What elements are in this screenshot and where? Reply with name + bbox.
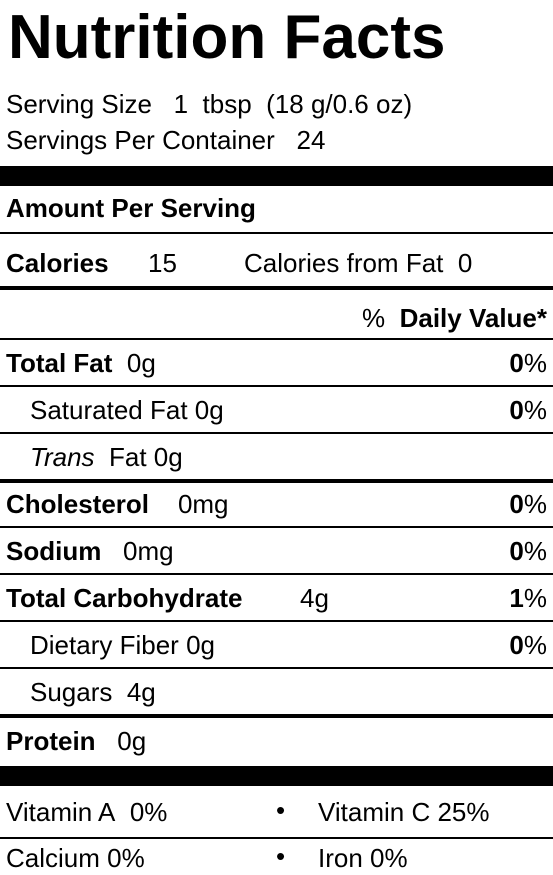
- daily-value-label: Daily Value*: [399, 303, 547, 333]
- vitamin-c-label: Vitamin C: [318, 797, 431, 827]
- total-carbohydrate-amount: 4g: [300, 583, 329, 613]
- daily-value-pct: %: [362, 303, 386, 333]
- cholesterol-dv-value: 0: [509, 489, 524, 519]
- trans-fat-amount: 0g: [153, 442, 183, 472]
- divider: [0, 837, 553, 839]
- divider: [0, 232, 553, 234]
- bullet-icon: •: [276, 795, 286, 825]
- vitamin-a-value: 0%: [129, 797, 168, 827]
- dietary-fiber-amount: 0g: [186, 630, 215, 660]
- protein-label: Protein: [6, 726, 96, 756]
- divider: [0, 338, 553, 340]
- dietary-fiber-dv-value: 0: [509, 630, 524, 660]
- cholesterol-row: Cholesterol 0mg: [6, 488, 229, 520]
- dietary-fiber-dv-unit: %: [523, 630, 547, 660]
- divider: [0, 526, 553, 528]
- total-fat-dv-unit: %: [523, 348, 547, 378]
- divider: [0, 714, 553, 718]
- calories-row: Calories: [6, 247, 109, 279]
- total-fat-dv: 0%: [509, 347, 547, 379]
- dietary-fiber-dv: 0%: [509, 629, 547, 661]
- dietary-fiber-label: Dietary Fiber: [30, 630, 179, 660]
- iron: Iron 0%: [318, 842, 408, 874]
- servings-per-container-label: Servings Per Container: [6, 125, 275, 155]
- protein-amount: 0g: [117, 726, 147, 756]
- divider: [0, 667, 553, 669]
- saturated-fat-dv: 0%: [509, 394, 547, 426]
- sodium-dv-unit: %: [523, 536, 547, 566]
- divider: [0, 620, 553, 622]
- total-carbohydrate-label: Total Carbohydrate: [6, 583, 243, 613]
- sodium-amount: 0mg: [123, 536, 174, 566]
- calories-from-fat-value: 0: [457, 248, 473, 278]
- iron-label: Iron: [318, 843, 363, 873]
- calcium: Calcium 0%: [6, 842, 145, 874]
- servings-per-container-row: Servings Per Container 24: [6, 124, 325, 156]
- protein-row: Protein 0g: [6, 725, 146, 757]
- calories-value: 15: [148, 248, 177, 278]
- amount-per-serving-heading: Amount Per Serving: [6, 193, 256, 223]
- divider: [0, 385, 553, 387]
- bullet-icon: •: [276, 841, 286, 871]
- total-fat-row: Total Fat 0g: [6, 347, 156, 379]
- calories-from-fat: Calories from Fat 0: [244, 247, 472, 279]
- total-carbohydrate-dv: 1%: [509, 582, 547, 614]
- trans-fat-label-italic: Trans: [30, 442, 95, 472]
- cholesterol-dv-unit: %: [523, 489, 547, 519]
- divider: [0, 479, 553, 483]
- vitamin-a-label: Vitamin A: [6, 797, 116, 827]
- saturated-fat-dv-value: 0: [509, 395, 524, 425]
- total-fat-amount: 0g: [126, 348, 156, 378]
- vitamin-c: Vitamin C 25%: [318, 796, 490, 828]
- calcium-label: Calcium: [6, 843, 100, 873]
- sodium-dv: 0%: [509, 535, 547, 567]
- saturated-fat-row: Saturated Fat 0g: [30, 394, 224, 426]
- iron-value: 0%: [370, 843, 408, 873]
- vitamin-a: Vitamin A 0%: [6, 796, 167, 828]
- dietary-fiber-row: Dietary Fiber 0g: [30, 629, 215, 661]
- saturated-fat-label: Saturated Fat: [30, 395, 188, 425]
- sugars-row: Sugars 4g: [30, 676, 156, 708]
- cholesterol-label: Cholesterol: [6, 489, 150, 519]
- trans-fat-row: Trans Fat 0g: [30, 441, 183, 473]
- divider: [0, 286, 553, 290]
- calcium-value: 0%: [107, 843, 145, 873]
- sodium-label: Sodium: [6, 536, 102, 566]
- trans-fat-label: Fat: [108, 442, 147, 472]
- sugars-amount: 4g: [126, 677, 156, 707]
- total-carbohydrate-row: Total Carbohydrate: [6, 582, 242, 614]
- total-fat-dv-value: 0: [509, 348, 524, 378]
- thick-divider-top: [0, 166, 553, 186]
- vitamin-c-value: 25%: [437, 797, 490, 827]
- label-title: Nutrition Facts: [8, 3, 446, 72]
- cholesterol-dv: 0%: [509, 488, 547, 520]
- thick-divider-bottom: [0, 766, 553, 786]
- total-fat-label: Total Fat: [6, 348, 113, 378]
- calories-from-fat-label: Calories from Fat: [244, 248, 444, 278]
- divider: [0, 432, 553, 434]
- total-carbohydrate-dv-unit: %: [523, 583, 547, 613]
- serving-size-row: Serving Size 1 tbsp (18 g/0.6 oz): [6, 88, 412, 120]
- daily-value-header: % Daily Value*: [362, 302, 547, 334]
- saturated-fat-dv-unit: %: [523, 395, 547, 425]
- serving-size-value: 1 tbsp (18 g/0.6 oz): [173, 89, 413, 119]
- cholesterol-amount: 0mg: [177, 489, 229, 519]
- sodium-dv-value: 0: [509, 536, 524, 566]
- sugars-label: Sugars: [30, 677, 113, 707]
- divider: [0, 573, 553, 575]
- sodium-row: Sodium 0mg: [6, 535, 174, 567]
- serving-size-label: Serving Size: [6, 89, 152, 119]
- calories-label: Calories: [6, 248, 109, 278]
- total-carbohydrate-dv-value: 1: [509, 583, 524, 613]
- servings-per-container-value: 24: [296, 125, 326, 155]
- saturated-fat-amount: 0g: [194, 395, 224, 425]
